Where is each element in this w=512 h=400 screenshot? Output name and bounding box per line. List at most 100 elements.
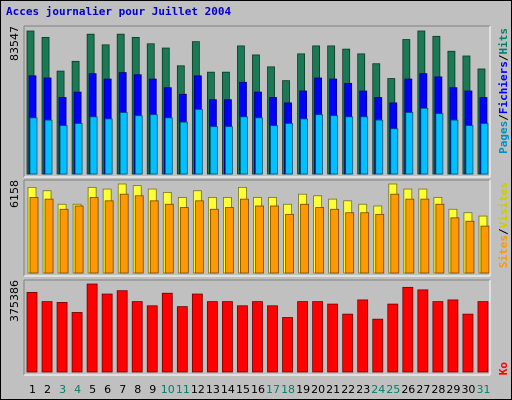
x-tick-label-23: 23 [356, 383, 370, 396]
bar-pages-3 [59, 125, 68, 175]
x-tick-label-25: 25 [386, 383, 400, 396]
bar-kb-27 [417, 289, 429, 373]
bar-pages-13 [209, 126, 218, 175]
bar-pages-15 [240, 116, 248, 175]
ymax-label-visits-sites: 6158 [8, 180, 21, 208]
x-tick-label-17: 17 [266, 383, 280, 396]
bar-sites-28 [435, 203, 445, 274]
bar-sites-30 [465, 220, 475, 274]
bar-pages-28 [435, 113, 444, 175]
x-tick-label-1: 1 [29, 383, 36, 396]
x-tick-label-26: 26 [401, 383, 415, 396]
bar-sites-8 [134, 195, 144, 274]
bar-kb-26 [402, 286, 414, 373]
bar-pages-10 [164, 117, 173, 175]
x-tick-label-12: 12 [191, 383, 205, 396]
legend-item: Pages [497, 121, 510, 154]
x-tick-label-24: 24 [371, 383, 385, 396]
x-tick-label-21: 21 [326, 383, 340, 396]
bar-pages-1 [29, 117, 38, 175]
bar-pages-25 [390, 128, 399, 175]
bar-kb-11 [176, 306, 188, 373]
bar-pages-5 [89, 116, 98, 175]
bar-pages-29 [450, 119, 459, 175]
bar-sites-23 [360, 212, 370, 274]
bar-sites-18 [285, 213, 294, 274]
legend-item: Sites [497, 235, 510, 268]
bar-sites-14 [225, 207, 234, 274]
bar-pages-19 [300, 118, 308, 175]
x-tick-label-29: 29 [446, 383, 460, 396]
x-tick-label-19: 19 [296, 383, 310, 396]
bar-pages-12 [194, 109, 203, 175]
bar-sites-13 [209, 208, 219, 274]
x-tick-label-7: 7 [119, 383, 126, 396]
x-tick-label-31: 31 [476, 383, 490, 396]
bar-kb-15 [237, 305, 248, 373]
bar-sites-17 [270, 205, 279, 274]
bar-sites-21 [330, 208, 340, 274]
bar-pages-2 [44, 119, 53, 175]
bar-sites-1 [29, 197, 39, 274]
x-tick-label-2: 2 [44, 383, 51, 396]
bar-kb-16 [252, 301, 263, 373]
bar-kb-2 [41, 301, 53, 373]
bar-sites-15 [240, 198, 249, 274]
legend-item: / [497, 114, 510, 121]
bar-pages-26 [405, 112, 414, 175]
x-tick-label-9: 9 [149, 383, 156, 396]
legend-item: / [497, 54, 510, 61]
legend-item: Visites [497, 182, 510, 228]
bar-pages-18 [285, 123, 293, 175]
bar-kb-29 [447, 299, 459, 373]
x-tick-label-20: 20 [311, 383, 325, 396]
bar-kb-7 [116, 290, 128, 373]
bar-kb-13 [206, 301, 218, 373]
bar-kb-30 [462, 313, 474, 373]
bar-pages-9 [149, 114, 158, 175]
legend-2: Ko [497, 362, 510, 376]
bar-kb-1 [26, 291, 38, 373]
bar-pages-11 [179, 121, 188, 175]
bar-kb-14 [222, 301, 233, 373]
bar-kb-12 [191, 293, 203, 373]
legend-0: Pages/Fichiers/Hits [497, 28, 510, 154]
bar-sites-27 [420, 198, 430, 274]
x-tick-label-3: 3 [59, 383, 66, 396]
bar-sites-12 [194, 200, 204, 274]
bar-pages-4 [74, 123, 83, 175]
bar-sites-9 [149, 200, 159, 274]
bar-pages-16 [255, 117, 263, 175]
bar-kb-3 [56, 302, 68, 373]
bar-kb-5 [86, 283, 98, 373]
bar-kb-17 [267, 305, 278, 373]
bar-sites-10 [164, 203, 174, 274]
legend-item: / [497, 228, 510, 235]
bar-kb-4 [71, 312, 83, 373]
bar-kb-9 [146, 305, 158, 373]
bar-sites-19 [300, 203, 309, 274]
legend-1: Sites/Visites [497, 182, 510, 268]
x-tick-label-5: 5 [89, 383, 96, 396]
x-tick-label-11: 11 [176, 383, 190, 396]
bar-kb-21 [327, 303, 339, 373]
bar-sites-22 [345, 212, 355, 274]
legend-item: Fichiers [497, 61, 510, 114]
bar-sites-31 [480, 225, 490, 274]
x-tick-label-4: 4 [74, 383, 81, 396]
bar-pages-20 [315, 114, 324, 175]
bar-kb-19 [297, 301, 308, 373]
bar-pages-21 [330, 115, 339, 175]
bar-kb-25 [387, 303, 399, 373]
bar-pages-14 [225, 126, 233, 175]
bar-sites-2 [44, 198, 54, 274]
bar-sites-6 [104, 200, 114, 274]
bar-sites-3 [59, 208, 69, 274]
x-tick-label-30: 30 [461, 383, 475, 396]
bar-sites-11 [179, 207, 189, 274]
x-tick-label-16: 16 [251, 383, 265, 396]
bar-kb-23 [357, 299, 369, 373]
x-tick-label-8: 8 [134, 383, 141, 396]
legend-item: Ko [497, 362, 510, 376]
